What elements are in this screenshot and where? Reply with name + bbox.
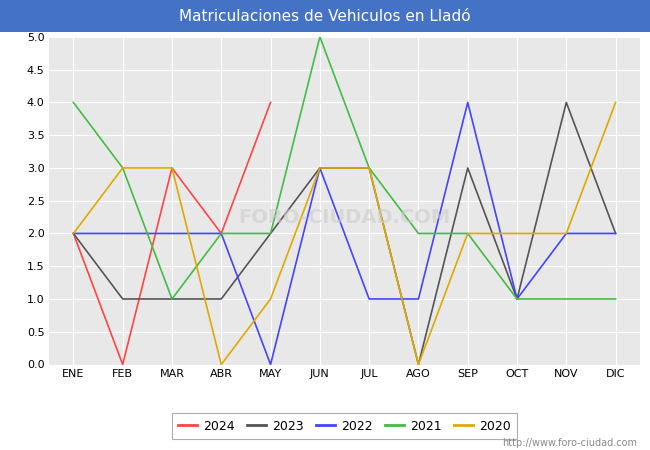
Text: http://www.foro-ciudad.com: http://www.foro-ciudad.com bbox=[502, 438, 637, 448]
Legend: 2024, 2023, 2022, 2021, 2020: 2024, 2023, 2022, 2021, 2020 bbox=[172, 414, 517, 439]
Text: FORO-CIUDAD.COM: FORO-CIUDAD.COM bbox=[239, 207, 450, 227]
Text: Matriculaciones de Vehiculos en Lladó: Matriculaciones de Vehiculos en Lladó bbox=[179, 9, 471, 24]
